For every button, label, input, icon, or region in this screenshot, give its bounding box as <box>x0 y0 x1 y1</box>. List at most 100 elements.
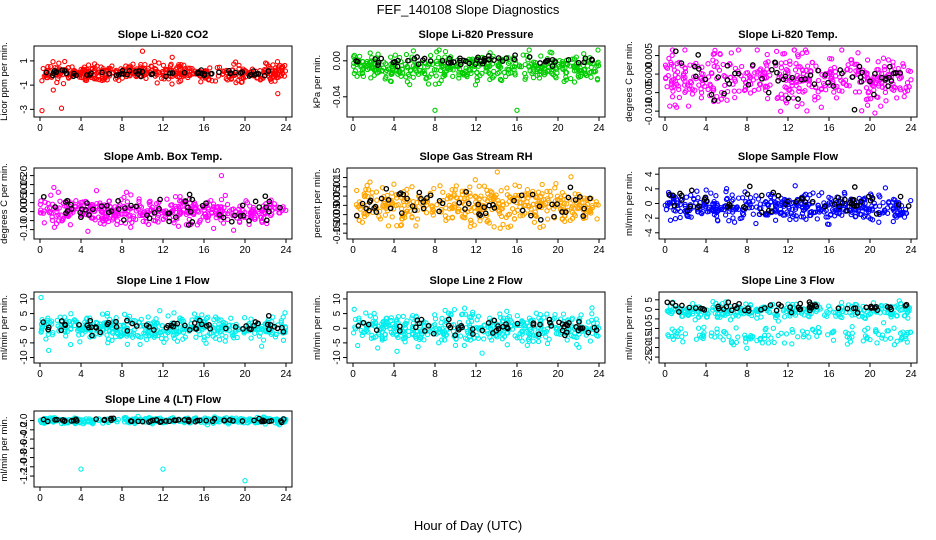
data-point <box>391 324 397 330</box>
plot-frame <box>33 45 293 118</box>
black-point <box>551 213 557 220</box>
black-point <box>797 300 804 307</box>
data-point <box>713 213 720 219</box>
data-point <box>589 305 595 311</box>
black-point <box>895 202 902 208</box>
data-point <box>532 209 538 215</box>
data-point <box>262 321 268 327</box>
data-point <box>379 334 385 340</box>
data-point <box>900 61 906 67</box>
data-point <box>896 298 902 304</box>
black-point <box>156 205 162 212</box>
data-point <box>879 335 885 341</box>
data-point <box>876 203 883 209</box>
black-point <box>742 205 749 211</box>
chart-panel: Slope Li-820 Temp.degrees C per min.0 4 8 1… <box>624 29 918 134</box>
data-point <box>560 204 566 210</box>
data-point <box>45 200 51 207</box>
data-point <box>430 212 436 218</box>
black-point <box>579 325 586 331</box>
data-point <box>870 300 877 306</box>
x-tick-label: 20 <box>552 245 564 256</box>
black-point <box>87 317 94 324</box>
data-point <box>537 311 543 318</box>
data-point <box>367 179 373 185</box>
data-point <box>61 314 68 320</box>
data-point <box>367 313 373 319</box>
data-point <box>833 313 839 319</box>
black-point <box>676 309 682 315</box>
data-point <box>230 333 236 339</box>
data-point <box>370 65 376 71</box>
data-point <box>259 219 265 225</box>
black-point <box>68 201 74 208</box>
data-point <box>768 335 774 341</box>
data-point <box>472 193 478 200</box>
data-point <box>735 195 742 201</box>
data-point <box>714 314 720 320</box>
x-tick-label: 0 <box>662 123 668 134</box>
data-point <box>94 70 100 76</box>
data-point <box>726 218 732 224</box>
data-point <box>859 108 865 114</box>
data-point <box>766 309 772 315</box>
data-point <box>735 334 741 340</box>
data-point <box>787 58 793 64</box>
data-point <box>791 211 797 218</box>
data-point <box>160 62 167 69</box>
black-point <box>227 70 234 76</box>
data-point <box>44 72 50 78</box>
black-point <box>768 66 775 73</box>
data-point <box>110 330 116 336</box>
data-point <box>543 334 549 340</box>
data-point <box>554 325 560 332</box>
data-point <box>735 47 742 53</box>
y-axis-label: ml/min per min. <box>0 417 10 482</box>
data-point <box>548 193 554 199</box>
data-point <box>531 65 537 71</box>
black-point <box>536 331 542 338</box>
black-point <box>182 322 188 329</box>
black-point <box>420 205 427 212</box>
data-point <box>357 70 363 77</box>
black-point <box>537 321 543 328</box>
black-point <box>559 327 566 334</box>
data-point <box>38 209 44 216</box>
black-point <box>835 194 842 201</box>
data-point <box>116 77 122 84</box>
black-point <box>721 90 728 97</box>
data-point <box>137 210 144 216</box>
data-point <box>576 202 583 208</box>
black-point <box>256 204 262 210</box>
data-point <box>595 333 601 339</box>
data-point <box>153 316 159 322</box>
y-tick-label: -0.15 <box>332 221 343 244</box>
data-point <box>377 327 383 333</box>
x-tick-label: 16 <box>198 245 210 256</box>
data-point <box>862 327 868 333</box>
y-tick-label: 0.00 <box>332 195 343 215</box>
black-point <box>87 71 93 78</box>
black-point <box>809 302 816 309</box>
data-point <box>829 56 835 62</box>
outlier-point <box>275 90 281 97</box>
black-point <box>669 192 676 199</box>
black-point <box>728 307 735 314</box>
black-point <box>416 189 423 196</box>
black-point <box>581 205 587 212</box>
data-point <box>410 323 416 330</box>
data-point <box>476 196 482 202</box>
data-point <box>121 211 127 217</box>
data-point <box>40 210 47 216</box>
y-tick-label: 0.15 <box>332 167 343 187</box>
data-point <box>452 342 459 349</box>
data-point <box>765 340 772 346</box>
x-tick-label: 24 <box>280 369 292 380</box>
data-point <box>867 96 874 102</box>
y-tick-label: -0.05 <box>332 203 343 226</box>
data-point <box>674 333 680 340</box>
data-point <box>383 315 389 322</box>
y-tick-label: -5 <box>19 338 30 347</box>
data-point <box>81 71 88 77</box>
black-point <box>64 197 71 204</box>
